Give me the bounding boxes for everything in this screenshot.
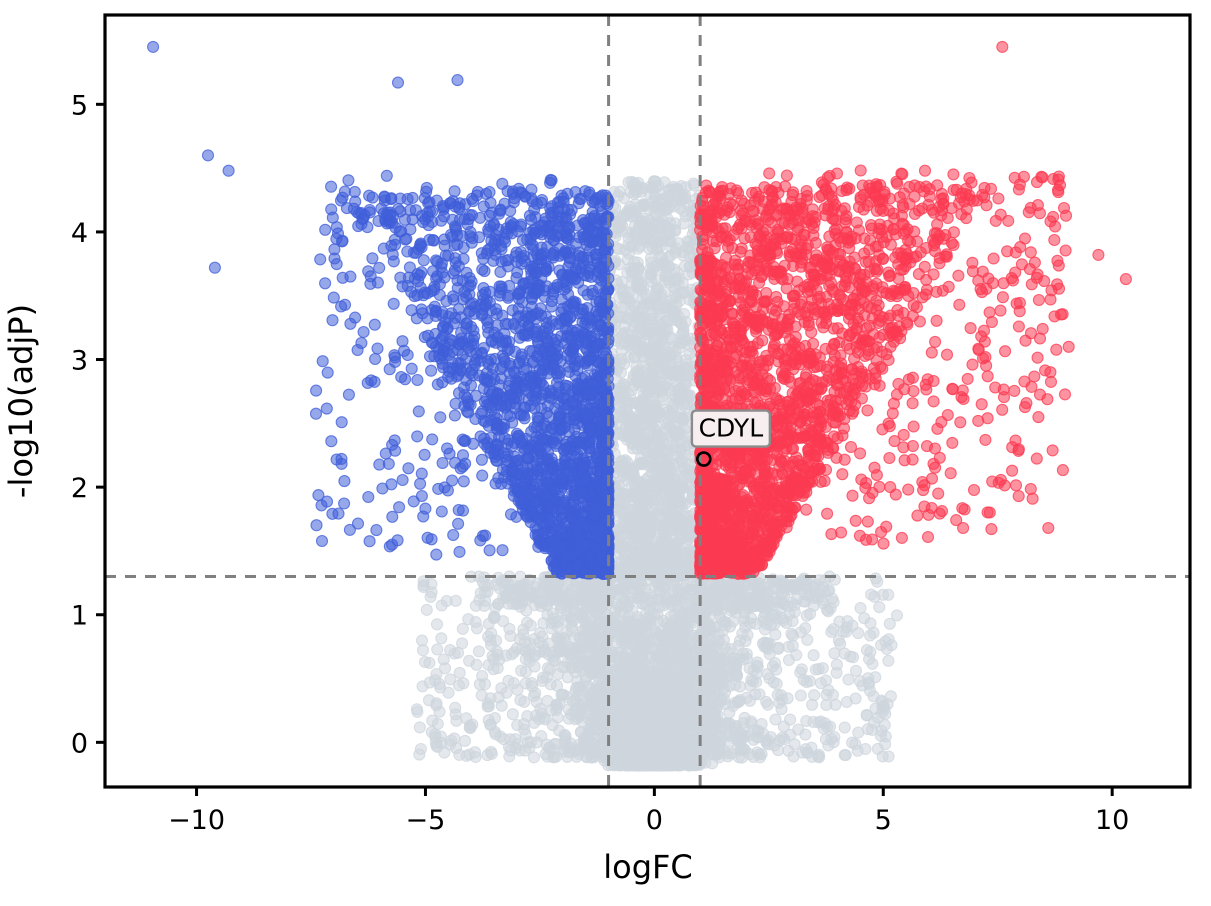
- x-tick-label: −5: [406, 805, 446, 836]
- axis-tick-labels: −10 −5 0 5 10 0 1 2 3 4 5: [71, 90, 1130, 836]
- y-tick-label: 2: [71, 473, 88, 504]
- threshold-lines: [105, 15, 1190, 787]
- y-tick-label: 4: [71, 218, 88, 249]
- x-tick-label: −10: [168, 805, 225, 836]
- axis-ticks: [96, 102, 1114, 796]
- gene-annotations[interactable]: CDYL: [690, 409, 772, 467]
- x-axis-title: logFC: [603, 848, 693, 886]
- axes-frame: [103, 13, 1192, 789]
- annotation-label: CDYL: [699, 414, 764, 443]
- y-tick-label: 3: [71, 346, 88, 377]
- y-tick-label: 0: [71, 728, 88, 759]
- y-axis-title: -log10(adjP): [2, 304, 40, 498]
- scatter-points-layer: [147, 40, 1132, 772]
- gene-annotation-cdyl[interactable]: CDYL: [690, 409, 772, 467]
- x-tick-label: 0: [646, 805, 663, 836]
- y-tick-label: 5: [71, 90, 88, 121]
- x-tick-label: 5: [875, 805, 892, 836]
- annotation-box[interactable]: [690, 409, 772, 448]
- y-tick-label: 1: [71, 601, 88, 632]
- annotation-marker[interactable]: [696, 451, 712, 467]
- x-tick-label: 10: [1095, 805, 1129, 836]
